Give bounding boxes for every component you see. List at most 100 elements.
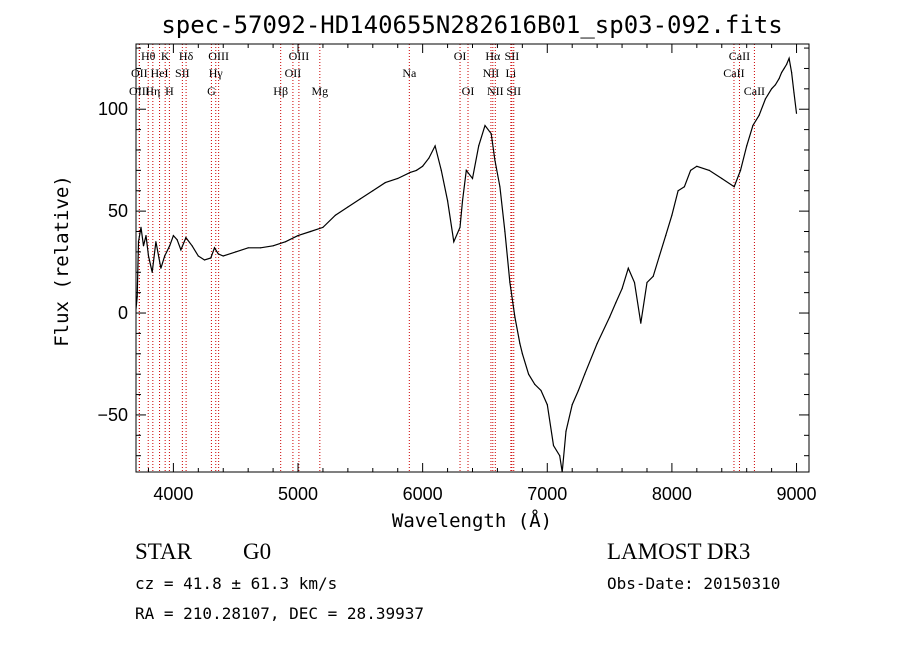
spectrum-point (696, 165, 698, 167)
spectrum-point (764, 98, 767, 100)
spectral-line-label: Hα (485, 49, 501, 63)
spectrum-point (652, 275, 654, 277)
x-tick-label: 9000 (777, 484, 817, 504)
spectrum-point (683, 186, 686, 188)
spectrum-point (521, 353, 524, 355)
spectrum-point (434, 145, 436, 147)
spectrum-point (791, 71, 793, 74)
x-tick-label: 5000 (278, 484, 318, 504)
spectrum-point (322, 226, 324, 228)
y-tick-label: 100 (98, 99, 128, 119)
spectrum-point (285, 241, 287, 243)
spectrum-point (534, 383, 536, 385)
spectrum-point (795, 112, 798, 114)
y-axis: −50 0 50 100 (97, 47, 809, 457)
spectral-line-label: Hγ (209, 66, 224, 80)
spectrum-point (422, 165, 424, 167)
spectrum-point (136, 296, 138, 298)
spectrum-point (428, 157, 430, 159)
spectral-line-label: CaII (723, 66, 744, 80)
spectrum-point (774, 84, 777, 86)
spectral-line-label: Na (402, 66, 417, 80)
spectrum-point (788, 57, 790, 59)
spectral-line-label: OIII (208, 49, 229, 63)
spectrum-point (359, 198, 361, 200)
spectrum-point (397, 177, 399, 180)
spectrum-point (160, 267, 162, 269)
x-axis-label: Wavelength (Å) (392, 509, 552, 532)
spectrum-point (140, 226, 142, 228)
spectrum-point (203, 259, 206, 261)
spectrum-point (272, 245, 274, 247)
spectrum-point (509, 281, 511, 284)
spectrum-line (136, 56, 798, 472)
x-tick-label: 8000 (652, 484, 692, 504)
spectrum-point (309, 230, 312, 233)
spectrum-point (528, 373, 530, 375)
spectrum-point (297, 235, 299, 237)
y-axis-label: Flux (relative) (51, 175, 73, 347)
spectrum-point (478, 145, 480, 147)
x-tick-label: 6000 (403, 484, 443, 504)
spectral-line-label: Li (506, 66, 517, 80)
spectrum-point (671, 214, 673, 216)
plot-frame (135, 43, 810, 473)
spectral-line-label: OII (131, 66, 148, 80)
spectral-line-label: NII (487, 84, 504, 98)
spectrum-point (213, 247, 216, 249)
spectral-line-label: G (207, 84, 216, 98)
redshift-velocity: cz = 41.8 ± 61.3 km/s (135, 574, 337, 593)
spectrum-point (783, 67, 785, 70)
spectrum-point (185, 237, 187, 239)
spectrum-point (721, 177, 723, 180)
spectrum-point (778, 78, 780, 80)
spectrum-point (584, 373, 586, 375)
spectrum-point (347, 206, 349, 208)
spectrum-point (461, 200, 464, 202)
spectrum-point (334, 214, 336, 216)
spectrum-point (459, 226, 461, 228)
spectrum-point (217, 253, 219, 255)
spectrum-point (415, 169, 417, 171)
spectrum-point (504, 230, 506, 233)
spectral-line-label: CaII (744, 84, 765, 98)
y-tick-label: −50 (97, 405, 128, 425)
spectrum-point (164, 255, 166, 257)
spectrum-point (490, 133, 492, 135)
spectrum-point (155, 241, 157, 243)
y-tick-label: 0 (118, 303, 128, 323)
spectral-line-label: OI (454, 49, 467, 63)
spectrum-point (615, 302, 617, 304)
spectral-line-labels: Hθ OII OIII K Hη HeI H Hδ SII OIII Hγ G Hβ OIII OII Mg N… (129, 49, 765, 98)
spectral-line-label: SII (506, 84, 521, 98)
spectral-line-label: NII (483, 66, 500, 80)
spectrum-point (180, 249, 182, 251)
spectrum-point (571, 404, 573, 406)
spectrum-point (665, 235, 667, 237)
spectrum-point (758, 114, 760, 116)
spectrum-point (559, 455, 561, 457)
spectrum-point (646, 281, 648, 284)
spectrum-point (519, 343, 521, 345)
spectral-line-label: Hβ (273, 84, 288, 98)
spectrum-point (514, 316, 516, 318)
spectrum-point (447, 200, 449, 202)
spectrum-point (372, 190, 374, 192)
spectrum-point (621, 288, 623, 290)
spectrum-point (151, 271, 153, 273)
object-class: STAR (135, 539, 193, 564)
spectrum-point (499, 186, 501, 188)
spectrum-point (247, 247, 249, 249)
spectral-line-label: OIII (129, 84, 150, 98)
spectral-line-label: Hθ (141, 49, 156, 63)
spectrum-point (147, 255, 150, 257)
spectrum-point (494, 159, 496, 161)
spectrum-point (260, 247, 262, 249)
spectral-line-label: CaII (729, 49, 750, 63)
spectrum-point (565, 430, 567, 432)
spectrum-point (690, 169, 692, 171)
spectrum-point (786, 63, 788, 65)
y-tick-label: 50 (108, 201, 128, 221)
survey-name: LAMOST DR3 (607, 539, 750, 564)
